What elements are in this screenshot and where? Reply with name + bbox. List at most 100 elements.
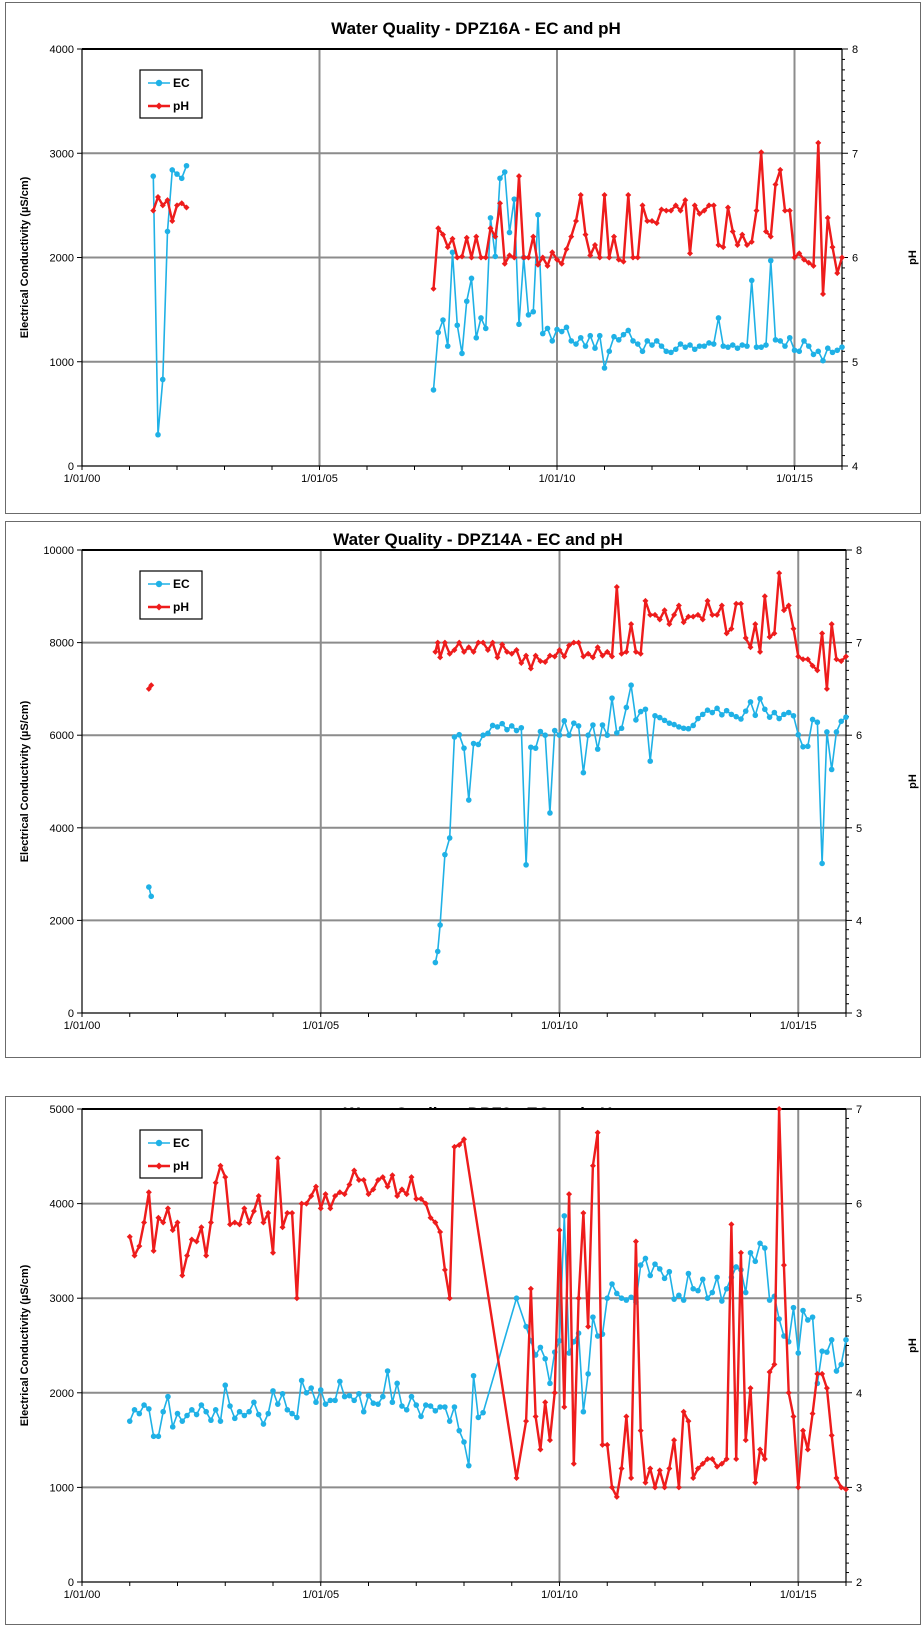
data-point-ph xyxy=(728,1221,735,1228)
data-point-ph xyxy=(709,1456,716,1463)
data-point-ph xyxy=(484,647,491,654)
data-point-ec xyxy=(427,1403,434,1409)
data-point-ph xyxy=(212,1179,219,1186)
data-point-ec xyxy=(625,327,632,334)
data-point-ph xyxy=(694,1465,701,1472)
data-point-ec xyxy=(801,338,807,344)
data-point-ec xyxy=(620,331,627,338)
data-point-ec xyxy=(671,1296,677,1302)
data-point-ph xyxy=(791,254,798,261)
data-point-ec xyxy=(742,1289,749,1296)
series-line-ph xyxy=(128,1107,847,1499)
data-point-ph xyxy=(463,234,470,241)
data-point-ec xyxy=(771,709,778,716)
data-point-ec xyxy=(661,1275,668,1282)
data-point-ph xyxy=(255,1193,262,1200)
data-point-ec xyxy=(279,1390,286,1397)
data-point-ph xyxy=(737,1249,744,1256)
data-point-ec xyxy=(704,1295,711,1301)
data-point-ec xyxy=(554,326,560,333)
data-point-ph xyxy=(824,214,831,221)
data-point-ec xyxy=(463,298,470,305)
data-point-ec xyxy=(150,173,157,179)
data-point-ec xyxy=(795,731,802,738)
data-point-ec xyxy=(824,1349,830,1355)
data-point-ec xyxy=(174,1410,181,1417)
y-tick-label-left: 10000 xyxy=(43,545,74,557)
data-point-ec xyxy=(480,732,486,738)
data-point-ec xyxy=(824,345,831,351)
data-point-ph xyxy=(691,202,698,209)
data-point-ec xyxy=(649,342,655,348)
data-point-ph xyxy=(169,218,176,225)
data-point-ec xyxy=(819,1348,825,1354)
x-tick-label: 1/01/00 xyxy=(64,1020,101,1032)
data-point-ec xyxy=(442,1404,448,1410)
data-point-ec xyxy=(394,1380,400,1387)
data-point-ec xyxy=(623,704,630,711)
data-point-ec xyxy=(805,1317,811,1323)
data-point-ec xyxy=(444,343,451,349)
data-point-ph xyxy=(682,197,689,204)
data-point-ph xyxy=(780,1262,787,1269)
data-point-ph xyxy=(796,250,803,257)
data-point-ec xyxy=(637,708,644,715)
data-point-ph xyxy=(532,1413,539,1420)
data-point-ec xyxy=(556,1337,563,1344)
data-point-ph xyxy=(625,191,632,198)
y-tick-label-left: 0 xyxy=(68,1008,74,1020)
legend-label-ph: pH xyxy=(173,99,189,113)
data-point-ec xyxy=(785,709,792,716)
data-point-ec xyxy=(647,1272,654,1279)
series-ph xyxy=(145,570,849,692)
data-point-ph xyxy=(594,644,601,651)
data-point-ec xyxy=(308,1385,315,1391)
data-point-ph xyxy=(714,1463,721,1470)
data-point-ec xyxy=(819,860,825,867)
data-point-ec xyxy=(155,1433,162,1440)
data-point-ph xyxy=(573,218,579,225)
legend-label-ec: EC xyxy=(173,1136,190,1150)
data-point-ec xyxy=(232,1415,238,1422)
data-point-ph xyxy=(601,191,608,198)
data-point-ph xyxy=(804,1446,811,1453)
data-point-ph xyxy=(718,1460,725,1467)
data-point-ec xyxy=(539,330,546,337)
data-point-ph xyxy=(699,616,706,623)
data-point-ec xyxy=(843,1337,849,1343)
data-point-ec xyxy=(255,1411,262,1418)
data-point-ec xyxy=(465,1462,472,1469)
data-point-ph xyxy=(618,650,625,657)
data-point-ec xyxy=(587,332,594,339)
data-point-ph xyxy=(819,630,826,637)
legend-label-ec: EC xyxy=(173,76,190,90)
data-point-ec xyxy=(478,315,484,321)
data-point-ph xyxy=(570,639,577,646)
data-point-ph xyxy=(227,1221,234,1228)
data-point-ec xyxy=(739,342,746,348)
data-point-ec xyxy=(150,1433,157,1440)
data-point-ec xyxy=(459,350,465,357)
y-tick-label-left: 0 xyxy=(68,461,74,473)
data-point-ec xyxy=(568,338,575,344)
data-point-ec xyxy=(475,741,482,748)
data-point-ph xyxy=(820,290,826,297)
legend-marker-ec xyxy=(155,79,163,87)
data-point-ec xyxy=(652,712,658,719)
y-tick-label-left: 2000 xyxy=(50,915,74,927)
data-point-ec xyxy=(805,743,811,750)
data-point-ec xyxy=(790,712,797,719)
data-point-ec xyxy=(661,717,668,724)
data-point-ph xyxy=(418,1195,425,1202)
data-point-ph xyxy=(592,241,598,248)
data-point-ec xyxy=(547,1380,553,1387)
data-point-ec xyxy=(647,758,654,764)
data-point-ec xyxy=(795,1350,802,1356)
series-line-ec xyxy=(434,684,847,963)
data-point-ph xyxy=(728,625,735,632)
data-point-ec xyxy=(236,1408,243,1415)
y-tick-label-left: 0 xyxy=(68,1577,74,1589)
data-point-ph xyxy=(384,1183,391,1190)
data-point-ph xyxy=(596,254,603,261)
data-point-ec xyxy=(734,345,741,351)
